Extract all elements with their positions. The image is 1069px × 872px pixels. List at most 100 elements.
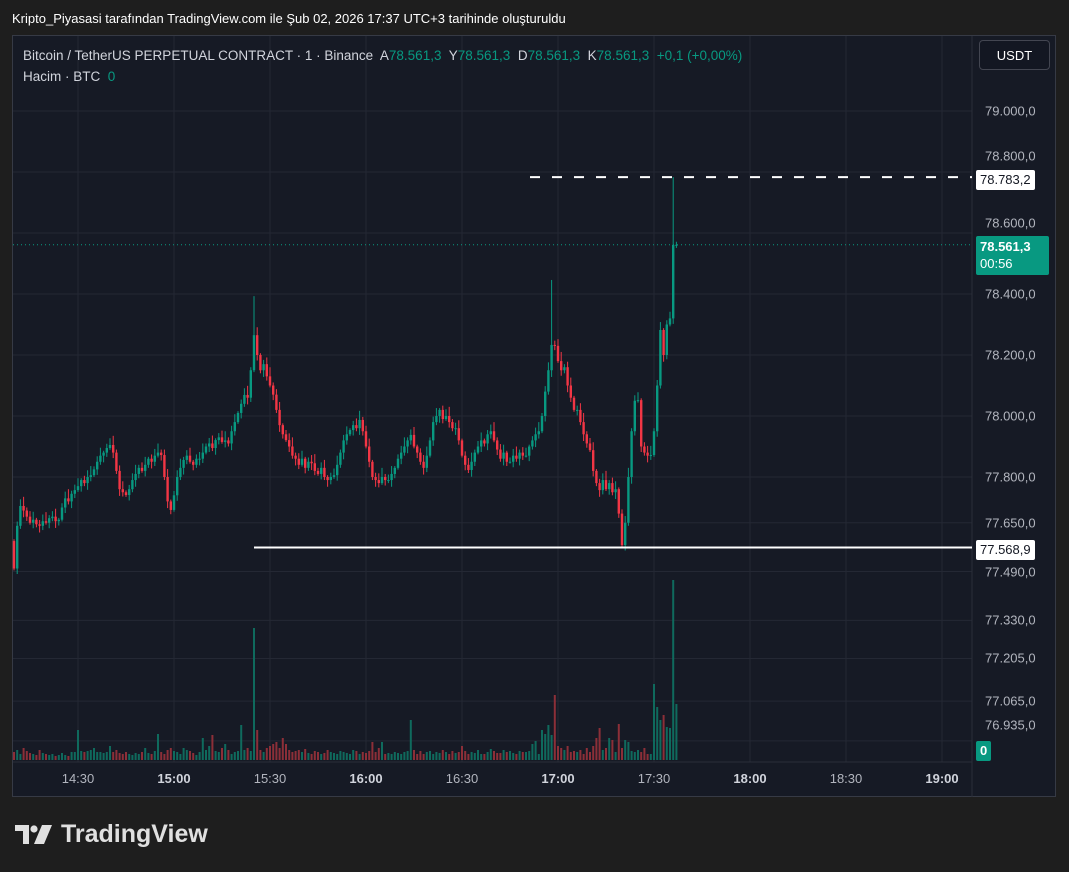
tradingview-logo[interactable]: TradingView (15, 820, 208, 849)
candle-body (556, 345, 560, 362)
change-value: +0,1 (+0,00%) (656, 48, 743, 63)
candle-body (364, 431, 368, 447)
candle-body (281, 425, 284, 435)
volume-bar (61, 753, 63, 760)
candle-body (144, 464, 147, 471)
high-label: Y (448, 48, 458, 63)
candle-body (272, 385, 275, 395)
volume-bar (73, 752, 76, 760)
volume-bar (653, 684, 655, 760)
candle-body (608, 483, 611, 490)
candle-body (214, 440, 217, 449)
candle-body (108, 444, 112, 449)
volume-bar (157, 734, 159, 760)
candle-body (38, 524, 41, 526)
volume-bar (304, 749, 307, 760)
candle-body (611, 483, 614, 493)
volume-bar (134, 753, 137, 760)
candle-body (537, 431, 540, 435)
price-tick-label: 78.000,0 (985, 408, 1036, 424)
volume-bar (253, 628, 255, 760)
volume-bar (128, 754, 131, 760)
candle-body (147, 458, 150, 465)
volume-bar (173, 751, 175, 760)
candle-body (12, 541, 16, 569)
volume-label[interactable]: Hacim · BTC (23, 69, 101, 84)
volume-bar (483, 754, 486, 760)
candle-body (588, 443, 592, 451)
symbol-name[interactable]: Bitcoin / TetherUS PERPETUAL CONTRACT · … (23, 48, 374, 63)
volume-bar (301, 752, 303, 760)
candle-body (560, 361, 563, 371)
volume-bar (397, 753, 399, 760)
candle-body (124, 492, 128, 495)
candle-body (464, 455, 467, 465)
time-tick-label: 18:30 (829, 771, 863, 786)
volume-bar (413, 750, 415, 760)
candle-body (544, 391, 547, 416)
candle-body (550, 344, 553, 371)
volume-bar (435, 752, 438, 760)
candle-body (256, 335, 259, 355)
volume-bar (576, 752, 579, 760)
candle-body (300, 458, 304, 465)
volume-bar (598, 728, 601, 760)
candle-body (467, 464, 470, 470)
candle-body (67, 498, 70, 502)
candle-body (297, 458, 300, 465)
time-tick-label: 16:00 (349, 771, 383, 786)
candle-body (192, 461, 195, 465)
candle-body (105, 448, 108, 453)
volume-bar (125, 752, 127, 760)
volume-bar (208, 746, 211, 760)
candle-body (204, 446, 208, 453)
low-label: D (517, 48, 528, 63)
chart-caption: Kripto_Piyasasi tarafından TradingView.c… (12, 11, 566, 26)
volume-bar (509, 751, 511, 760)
volume-bar (16, 750, 19, 760)
time-tick-label: 15:30 (253, 771, 287, 786)
price-tick-label: 77.800,0 (985, 469, 1036, 485)
volume-bar (153, 751, 156, 760)
volume-bar (425, 752, 428, 760)
candle-body (323, 467, 326, 477)
candle-body (217, 437, 220, 441)
candle-body (636, 400, 640, 402)
volume-bar (224, 744, 227, 760)
volume-bar (518, 751, 521, 760)
volume-bar (422, 754, 425, 760)
candle-body (569, 385, 572, 398)
volume-bar (342, 752, 345, 760)
candle-body (390, 473, 393, 481)
volume-bar (371, 742, 374, 760)
candle-body (169, 501, 172, 510)
volume-bar (592, 746, 595, 760)
volume-bar (416, 754, 419, 760)
currency-button[interactable]: USDT (979, 40, 1050, 70)
candle-body (572, 397, 576, 410)
candle-body (150, 458, 153, 462)
volume-bar (377, 748, 380, 760)
volume-bar (320, 754, 323, 760)
candle-body (604, 480, 608, 490)
volume-bar (112, 752, 115, 760)
volume-bar (233, 752, 236, 760)
volume-bar (278, 748, 281, 760)
candle-body (121, 489, 124, 493)
candle-body (374, 477, 377, 481)
volume-bar (86, 751, 89, 760)
volume-bar (611, 740, 614, 760)
volume-bar (595, 738, 598, 760)
volume-bar (563, 750, 566, 760)
volume-bar (333, 753, 335, 760)
time-tick-label: 18:00 (733, 771, 767, 786)
candle-body (112, 444, 115, 453)
volume-bar (637, 750, 639, 760)
volume-bar (493, 751, 495, 760)
volume-bar (262, 752, 265, 760)
candle-body (137, 467, 140, 474)
candle-body (486, 434, 489, 444)
candle-body (662, 329, 665, 355)
volume-bar (605, 748, 607, 760)
